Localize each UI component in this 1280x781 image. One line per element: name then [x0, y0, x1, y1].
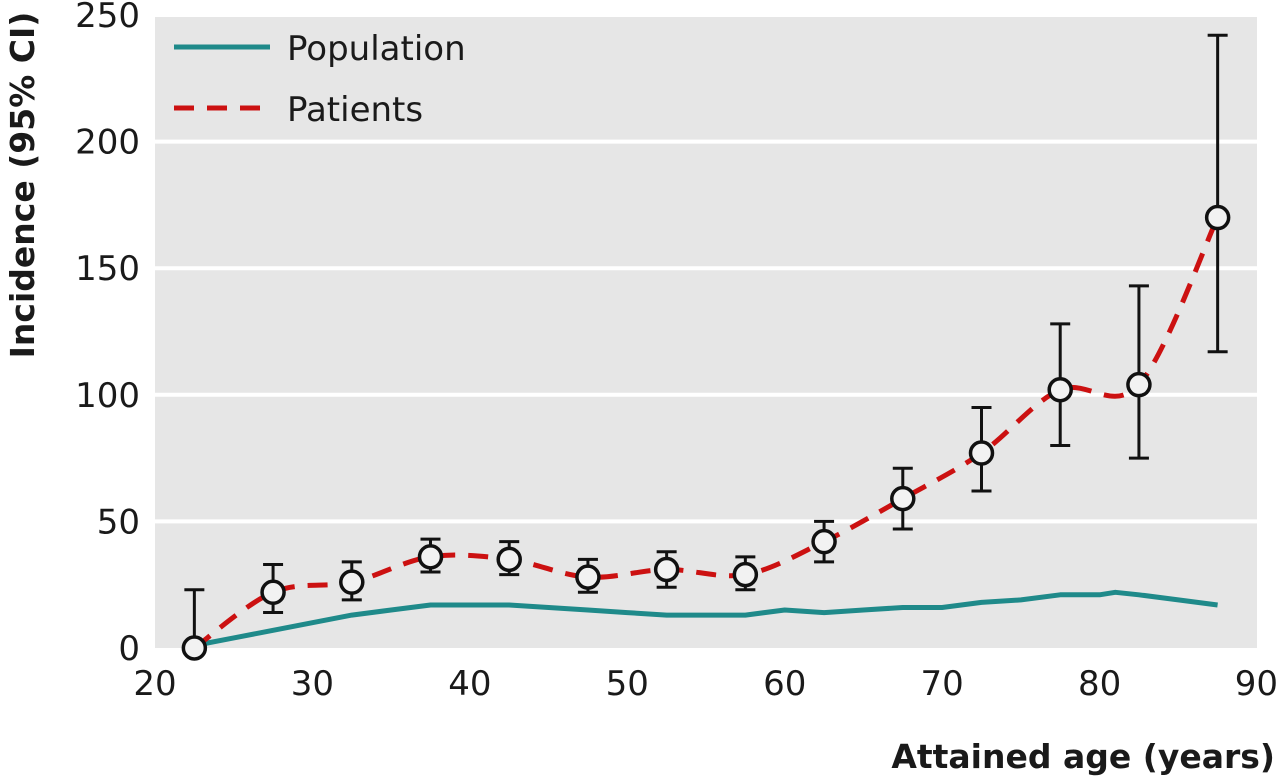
- y-tick-label-0: 0: [118, 629, 140, 669]
- data-point: [1204, 204, 1231, 231]
- data-point: [496, 546, 522, 573]
- x-tick-label-20: 20: [133, 664, 176, 704]
- data-point: [811, 528, 837, 555]
- population-line: [193, 589, 1218, 648]
- x-tick-label-60: 60: [763, 664, 806, 704]
- data-point: [890, 485, 916, 512]
- data-point: [339, 569, 365, 595]
- y-tick-label-50: 50: [97, 502, 140, 542]
- data-point: [653, 556, 680, 583]
- x-tick-label-30: 30: [291, 664, 334, 704]
- x-tick-label-80: 80: [1078, 664, 1121, 704]
- x-tick-label-50: 50: [606, 664, 649, 704]
- legend-label-population: Population: [287, 29, 466, 69]
- legend: Population Patients: [174, 29, 466, 130]
- y-tick-label-150: 150: [75, 249, 140, 289]
- x-tick-label-90: 90: [1235, 664, 1278, 704]
- x-tick-label-70: 70: [921, 664, 964, 704]
- data-point: [417, 544, 444, 570]
- data-point: [968, 440, 995, 466]
- x-axis-title: Attained age (years): [891, 737, 1275, 776]
- error-bar: [1207, 33, 1228, 354]
- x-tick-label-40: 40: [448, 664, 491, 704]
- data-point: [732, 561, 759, 588]
- legend-label-patients: Patients: [287, 90, 423, 130]
- data-point: [1047, 376, 1073, 403]
- data-point: [181, 635, 208, 661]
- y-tick-label-200: 200: [75, 123, 140, 163]
- data-point: [260, 579, 286, 606]
- data-point: [1126, 371, 1152, 398]
- grid: [155, 13, 1257, 524]
- plot-area: [155, 15, 1257, 648]
- tick-labels: 0 50 100 150 200 250 20 30 40 50 60 70 80 90: [75, 0, 1278, 704]
- data-point: [575, 564, 601, 590]
- y-tick-label-250: 250: [75, 0, 140, 36]
- y-tick-label-100: 100: [75, 376, 140, 416]
- y-axis-title: Incidence (95% CI): [3, 12, 42, 359]
- series-layer: [181, 33, 1231, 661]
